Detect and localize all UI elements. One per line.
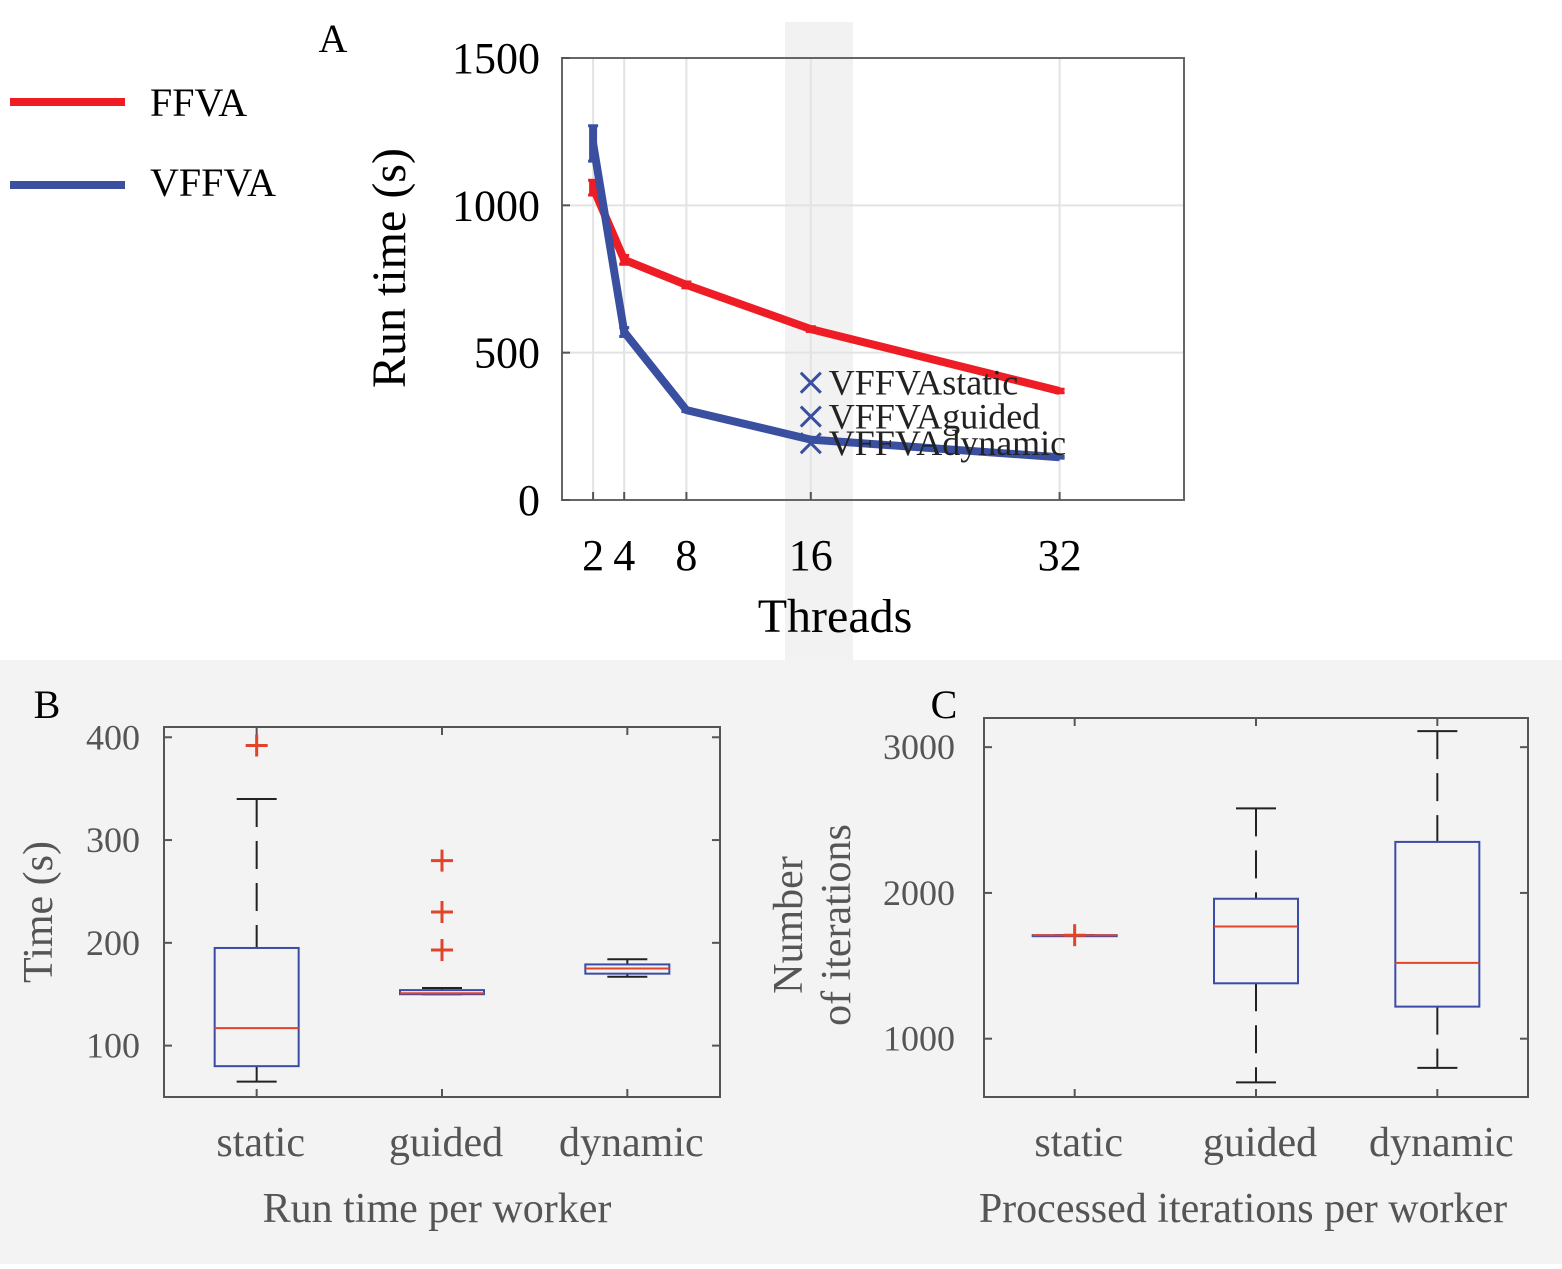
marker-label: VFFVAguided xyxy=(829,397,1040,437)
panel-c-y-label: Number of iterations xyxy=(766,824,860,1026)
highlight-band xyxy=(785,22,853,662)
x-tick-label: 2 xyxy=(582,531,604,580)
y-tick-label: 1500 xyxy=(452,34,540,83)
box-iqr xyxy=(213,946,300,1068)
panel-b-x-label: Run time per worker xyxy=(263,1186,612,1232)
y-tick-label: 1000 xyxy=(883,1019,955,1059)
panel-c-y-ticks: 1000 2000 3000 xyxy=(883,727,1528,1059)
panel-c-label: C xyxy=(931,682,958,727)
x-marker xyxy=(799,371,822,394)
x-marker xyxy=(799,405,822,428)
panel-a: A FFVA VFFVA 0 500 1000 1500 2 4 8 16 32 VFFVAs… xyxy=(10,16,1185,643)
x-tick-label: 32 xyxy=(1038,531,1082,580)
panel-a-y-label: Run time (s) xyxy=(363,148,416,388)
x-tick-label: 8 xyxy=(675,531,697,580)
panel-b-x-ticks: static guided dynamic xyxy=(216,727,704,1166)
y-tick-label: 200 xyxy=(86,923,140,963)
y-tick-label: 100 xyxy=(86,1026,140,1066)
y-tick-label: 300 xyxy=(86,820,140,860)
box-iqr xyxy=(1213,897,1299,985)
panel-c-x-label: Processed iterations per worker xyxy=(979,1186,1507,1232)
x-tick-label: dynamic xyxy=(1369,1120,1514,1166)
y-tick-label: 0 xyxy=(518,476,540,525)
y-tick-label: 2000 xyxy=(883,873,955,913)
legend-label-ffva: FFVA xyxy=(150,80,247,125)
y-tick-label: 400 xyxy=(86,717,140,757)
x-tick-label: static xyxy=(216,1120,305,1166)
box-iqr xyxy=(399,989,485,996)
panel-a-series xyxy=(588,124,1065,462)
panel-b-boxes xyxy=(213,734,671,1083)
x-tick-label: guided xyxy=(1203,1120,1317,1166)
marker-label: VFFVAstatic xyxy=(829,363,1018,403)
legend-label-vffva: VFFVA xyxy=(150,160,276,205)
panel-a-plot-frame xyxy=(561,57,1185,501)
legend: FFVA VFFVA xyxy=(10,80,276,205)
marker-label: VFFVAdynamic xyxy=(829,423,1066,463)
x-tick-label: 16 xyxy=(789,531,833,580)
x-tick-label: 4 xyxy=(613,531,635,580)
y-tick-label: 1000 xyxy=(452,181,540,230)
x-marker xyxy=(799,432,822,455)
y-tick-label: 500 xyxy=(474,329,540,378)
x-tick-label: dynamic xyxy=(559,1120,704,1166)
panel-b-label: B xyxy=(34,682,61,727)
panel-c-y-label-line-1: Number xyxy=(766,856,812,994)
panel-a-x-ticks: 2 4 8 16 32 xyxy=(582,492,1082,580)
panel-b-y-label: Time (s) xyxy=(16,841,62,983)
panel-a-y-ticks: 0 500 1000 1500 xyxy=(452,34,570,525)
panel-b-y-ticks: 100 200 300 400 xyxy=(86,717,720,1066)
panel-c: C 1000 2000 3000 static guided dynamic Numbe… xyxy=(766,682,1529,1232)
panel-a-x-label: Threads xyxy=(758,590,913,643)
panel-c-y-label-line-2: of iterations xyxy=(814,824,860,1026)
panel-c-x-ticks: static guided dynamic xyxy=(1034,718,1514,1166)
box-iqr xyxy=(1394,840,1481,1008)
x-tick-label: guided xyxy=(389,1120,503,1166)
panel-a-label: A xyxy=(319,16,348,61)
panel-b: B 100 200 300 400 static guided dynamic Time … xyxy=(16,682,721,1232)
y-tick-label: 3000 xyxy=(883,727,955,767)
panel-c-boxes xyxy=(1031,730,1481,1084)
x-tick-label: static xyxy=(1034,1120,1123,1166)
bottom-panels-background xyxy=(0,660,1562,1264)
